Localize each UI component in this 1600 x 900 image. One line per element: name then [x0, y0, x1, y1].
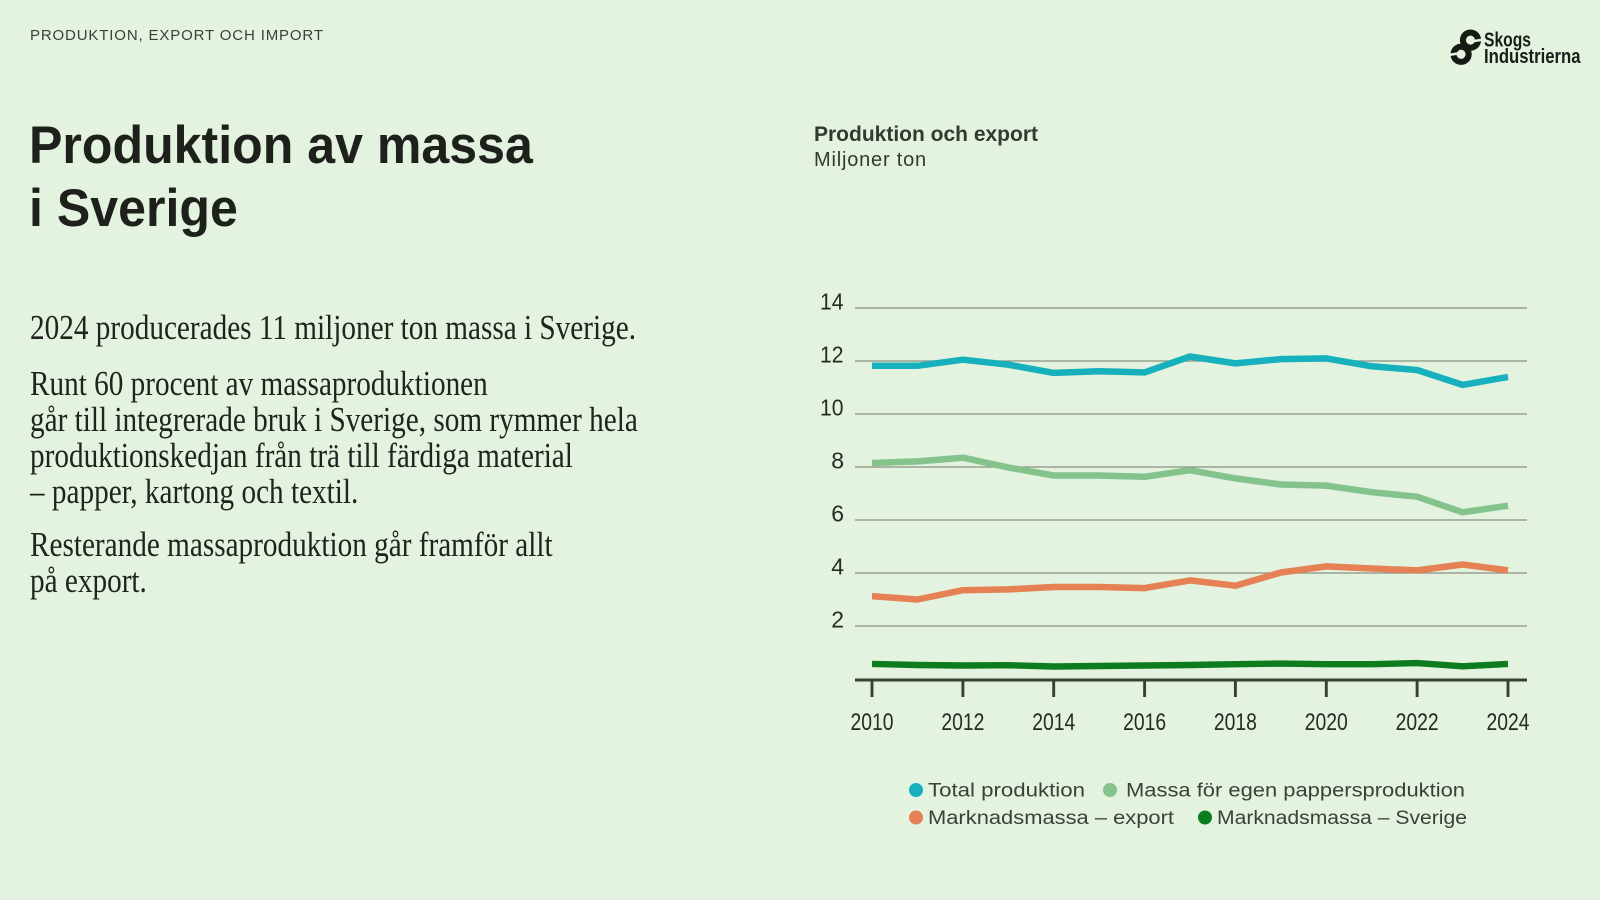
svg-text:2018: 2018	[1214, 709, 1257, 736]
svg-text:2014: 2014	[1032, 709, 1075, 736]
svg-text:2022: 2022	[1396, 709, 1439, 736]
svg-text:Industrierna: Industrierna	[1484, 46, 1581, 68]
svg-text:2020: 2020	[1305, 709, 1348, 736]
svg-text:2: 2	[831, 607, 844, 633]
svg-text:2024: 2024	[1487, 709, 1530, 736]
svg-text:2016: 2016	[1123, 709, 1166, 736]
svg-text:8: 8	[831, 448, 844, 474]
svg-text:2010: 2010	[851, 709, 894, 736]
svg-text:6: 6	[831, 501, 844, 527]
svg-text:Massa för egen pappersprodukti: Massa för egen pappersproduktion	[1126, 781, 1465, 802]
svg-text:4: 4	[831, 554, 844, 580]
svg-text:14: 14	[820, 289, 844, 315]
svg-text:Skogs: Skogs	[1484, 29, 1531, 51]
svg-text:Total produktion: Total produktion	[928, 781, 1085, 802]
svg-text:10: 10	[820, 395, 844, 421]
svg-text:12: 12	[820, 342, 844, 368]
svg-text:Marknadsmassa – export: Marknadsmassa – export	[928, 808, 1175, 829]
svg-text:Marknadsmassa – Sverige: Marknadsmassa – Sverige	[1217, 808, 1467, 829]
svg-text:2012: 2012	[941, 709, 984, 736]
